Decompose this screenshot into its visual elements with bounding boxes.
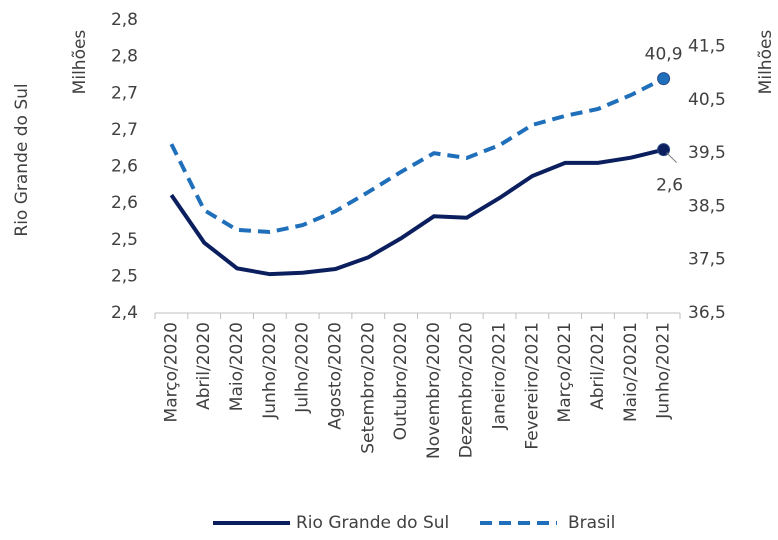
x-tick-label: Janeiro/2021: [490, 322, 510, 430]
data-label: 2,6: [656, 176, 683, 196]
x-tick-label: Maio/20201: [621, 322, 641, 422]
legend-label: Rio Grande do Sul: [296, 513, 449, 533]
y2-tick-label: 41,5: [688, 37, 726, 57]
x-tick-label: Junho/2021: [654, 322, 674, 420]
y-tick-label: 2,5: [111, 266, 138, 286]
x-tick-label: Novembro/2020: [424, 322, 444, 459]
x-tick-label: Março/2021: [555, 322, 575, 422]
y-tick-label: 2,5: [111, 230, 138, 250]
x-tick-label: Junho/2020: [260, 322, 280, 420]
y-tick-label: 2,6: [111, 157, 138, 177]
x-tick-label: Abril/2020: [194, 322, 214, 410]
series-line: [169, 147, 665, 277]
y2-tick-label: 40,5: [688, 90, 726, 110]
leader-line: [666, 152, 677, 164]
x-tick-label: Outubro/2020: [391, 322, 411, 440]
y2-unit-label: Milhões: [756, 30, 776, 95]
y-tick-label: 2,8: [111, 10, 138, 30]
y-tick-label: 2,8: [111, 47, 138, 67]
data-label: 40,9: [645, 45, 683, 65]
x-tick-label: Setembro/2020: [358, 322, 378, 454]
y-tick-label: 2,7: [111, 83, 138, 103]
y2-tick-label: 37,5: [688, 250, 726, 270]
x-tick-label: Dezembro/2020: [457, 322, 477, 458]
y-unit-label: Milhões: [70, 30, 90, 95]
x-tick-label: Agosto/2020: [325, 322, 345, 430]
x-tick-label: Março/2020: [161, 322, 181, 422]
x-tick-label: Julho/2020: [293, 322, 313, 414]
y2-tick-label: 38,5: [688, 196, 726, 216]
x-tick-label: Fevereiro/2021: [522, 322, 542, 450]
y-tick-label: 2,7: [111, 120, 138, 140]
y-tick-label: 2,4: [111, 303, 138, 323]
y-axis-label: Rio Grande do Sul: [12, 83, 32, 236]
data-marker: [657, 72, 671, 86]
x-tick-label: Abril/2021: [588, 322, 608, 410]
y-tick-label: 2,6: [111, 193, 138, 213]
x-tick-label: Maio/2020: [227, 322, 247, 411]
y2-tick-label: 36,5: [688, 303, 726, 323]
y2-tick-label: 39,5: [688, 143, 726, 163]
series-line: [169, 76, 665, 235]
legend-label: Brasil: [568, 513, 615, 533]
